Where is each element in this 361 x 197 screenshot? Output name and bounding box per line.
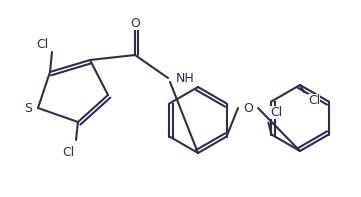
Text: S: S xyxy=(24,101,32,114)
Text: Cl: Cl xyxy=(308,94,320,107)
Text: O: O xyxy=(243,101,253,114)
Text: O: O xyxy=(130,17,140,30)
Text: Cl: Cl xyxy=(62,146,74,159)
Text: NH: NH xyxy=(176,72,195,85)
Text: Cl: Cl xyxy=(36,37,48,50)
Text: Cl: Cl xyxy=(270,106,283,119)
